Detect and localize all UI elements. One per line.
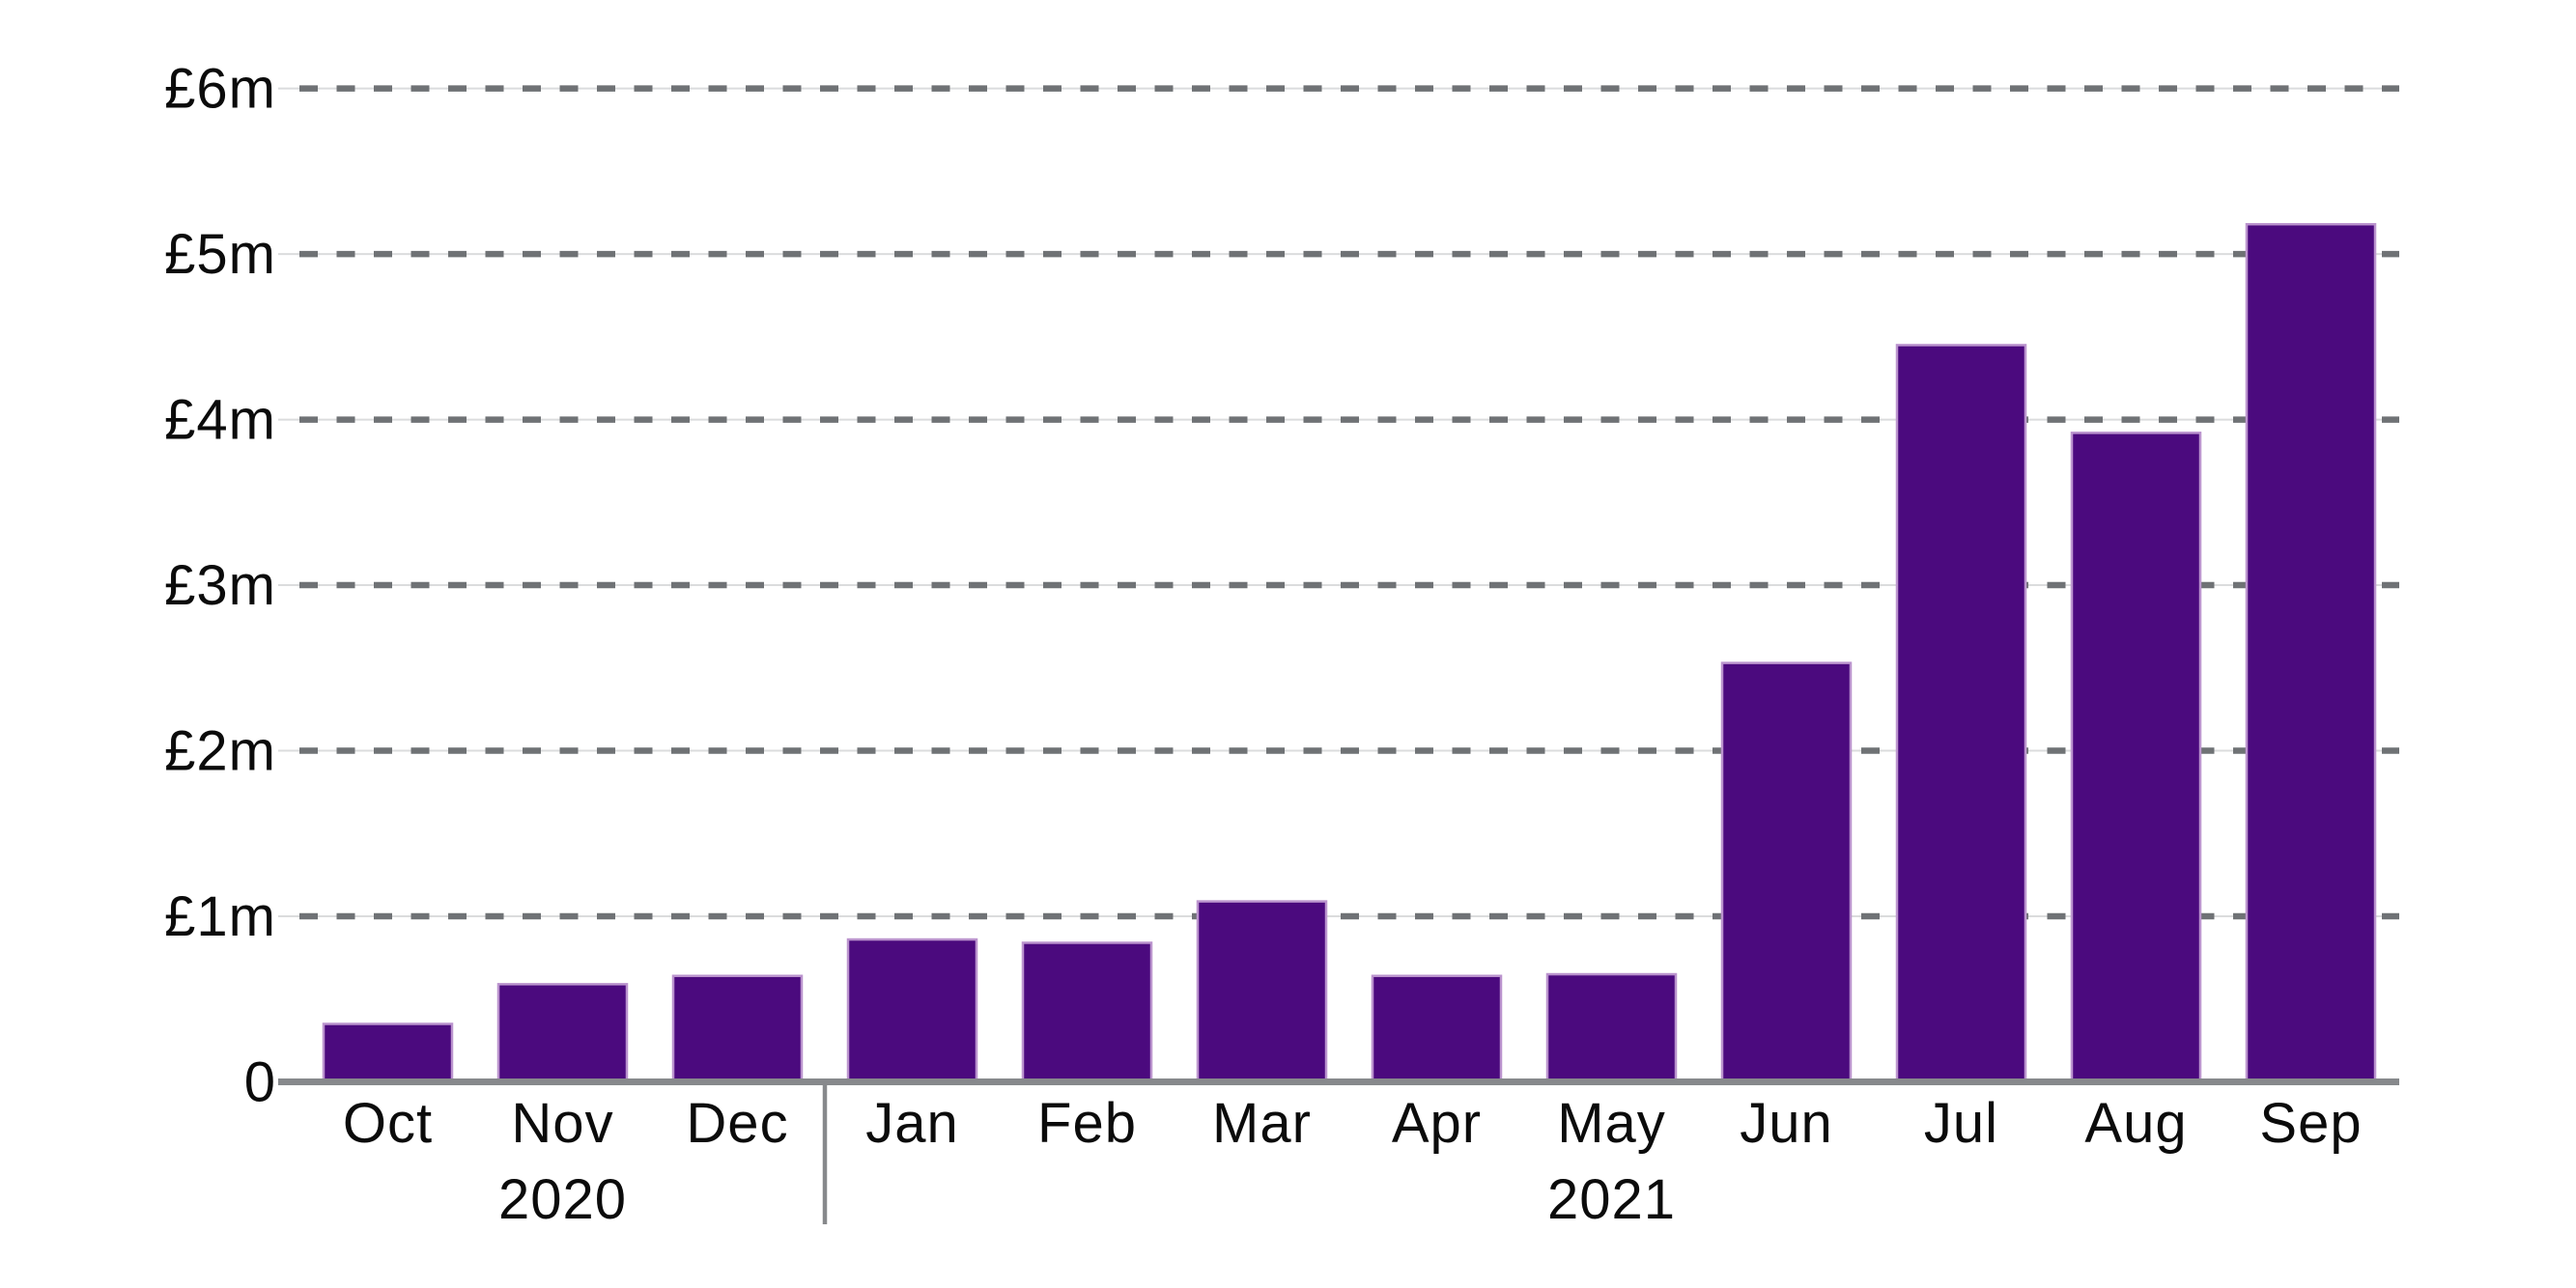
x-label-jul: Jul xyxy=(1924,1092,1998,1155)
x-label-nov: Nov xyxy=(511,1092,613,1155)
x-label-dec: Dec xyxy=(686,1092,788,1155)
x-label-jan: Jan xyxy=(865,1092,959,1155)
x-label-sep: Sep xyxy=(2259,1092,2362,1155)
x-label-jun: Jun xyxy=(1740,1092,1833,1155)
bar-sep xyxy=(2245,222,2377,1085)
y-tick-label-4m: £4m xyxy=(164,389,276,452)
y-tick-label-2m: £2m xyxy=(164,720,276,783)
year-label-2020: 2020 xyxy=(498,1168,627,1231)
bar-aug xyxy=(2070,432,2202,1085)
bar-nov xyxy=(496,983,629,1085)
x-label-aug: Aug xyxy=(2084,1092,2187,1155)
y-tick-label-1m: £1m xyxy=(164,885,276,948)
y-tick-label-0m: 0 xyxy=(244,1051,276,1114)
bar-jul xyxy=(1895,344,2027,1085)
bar-mar xyxy=(1196,900,1328,1085)
y-tick-label-6m: £6m xyxy=(164,58,276,121)
y-tick-label-3m: £3m xyxy=(164,554,276,617)
x-label-oct: Oct xyxy=(343,1092,433,1155)
y-tick-label-5m: £5m xyxy=(164,223,276,286)
x-label-mar: Mar xyxy=(1212,1092,1312,1155)
bar-dec xyxy=(671,974,804,1085)
year-label-2021: 2021 xyxy=(1547,1168,1676,1231)
bar-jan xyxy=(846,938,978,1085)
bar-may xyxy=(1545,972,1678,1085)
x-label-feb: Feb xyxy=(1037,1092,1137,1155)
x-label-may: May xyxy=(1557,1092,1666,1155)
bar-jun xyxy=(1720,661,1853,1085)
bar-apr xyxy=(1371,974,1503,1085)
x-label-apr: Apr xyxy=(1392,1092,1482,1155)
bar-feb xyxy=(1021,941,1153,1085)
bar-oct xyxy=(322,1022,454,1085)
